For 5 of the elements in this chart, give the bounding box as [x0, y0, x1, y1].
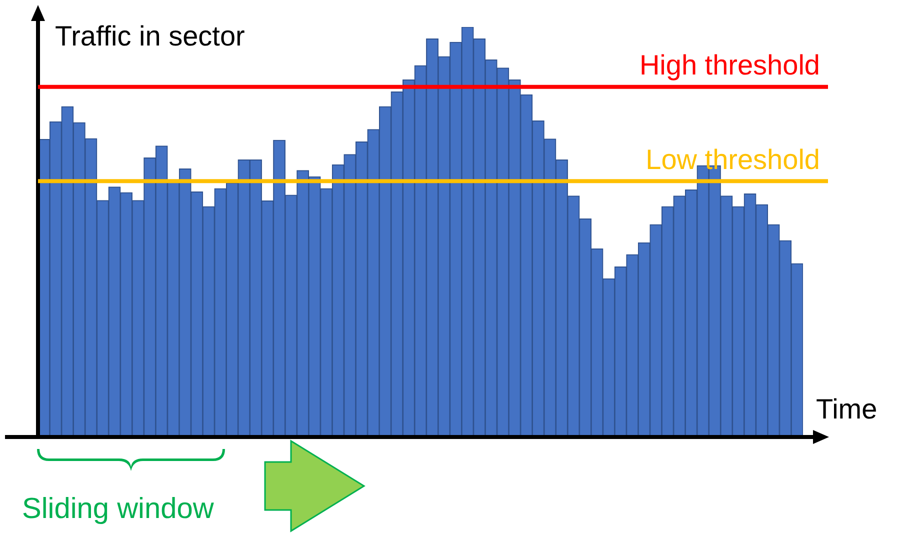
- y-axis-title: Traffic in sector: [55, 20, 245, 52]
- ref-line-label: Low threshold: [646, 144, 820, 175]
- ref-line-label: High threshold: [639, 50, 820, 81]
- text: Sliding window: [22, 493, 214, 526]
- x-axis-title: Time: [816, 394, 878, 425]
